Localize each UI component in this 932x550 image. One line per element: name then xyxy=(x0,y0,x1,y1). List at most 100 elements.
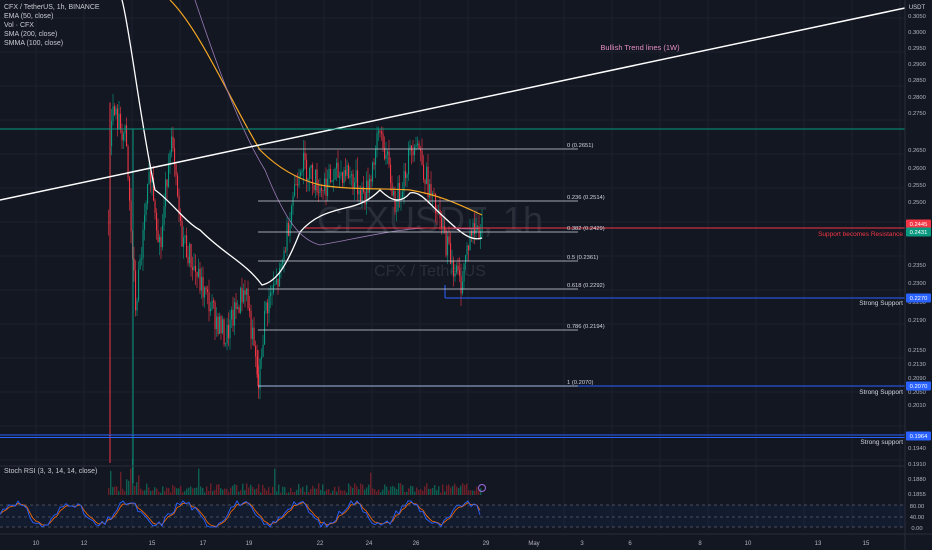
price-tick: 0.2130 xyxy=(908,362,926,368)
date-tick: 6 xyxy=(628,541,632,547)
candle-body xyxy=(442,226,444,228)
volume-bar xyxy=(412,486,414,495)
candle-body xyxy=(220,316,222,334)
volume-bar xyxy=(408,488,410,495)
candle-body xyxy=(411,145,413,151)
candle-body xyxy=(228,324,230,339)
volume-bar xyxy=(242,483,244,495)
fib-label: 0 (0.2651) xyxy=(567,143,593,149)
volume-bar xyxy=(424,486,426,495)
rsi-tick: 0.00 xyxy=(911,526,922,532)
volume-bar xyxy=(254,489,256,495)
candle-body xyxy=(354,182,356,190)
legend-ema[interactable]: EMA (50, close) xyxy=(4,13,54,20)
candle-body xyxy=(337,162,339,178)
volume-bar xyxy=(236,484,238,495)
candle-body xyxy=(342,172,344,184)
support-becomes-resistance-label: Support becomes Resistance xyxy=(818,231,903,238)
legend-smma[interactable]: SMMA (100, close) xyxy=(4,40,64,47)
rsi-band xyxy=(0,505,905,527)
legend-sma[interactable]: SMA (200, close) xyxy=(4,31,58,38)
volume-bar xyxy=(390,486,392,495)
candle-body xyxy=(331,180,333,183)
volume-bar xyxy=(174,486,176,495)
volume-bar xyxy=(210,483,212,495)
candle-body xyxy=(309,168,311,179)
candle-body xyxy=(244,290,246,295)
candle-body xyxy=(238,307,240,313)
price-tick: 0.3050 xyxy=(908,14,926,20)
volume-bar xyxy=(336,491,338,495)
candle-body xyxy=(319,187,321,193)
candle-body xyxy=(136,300,138,311)
price-tick: 0.2600 xyxy=(908,166,926,172)
volume-bar xyxy=(230,487,232,495)
volume-bar xyxy=(478,490,480,495)
volume-bar xyxy=(476,486,478,495)
candle-body xyxy=(450,243,452,264)
price-badge xyxy=(906,293,931,303)
volume-bar xyxy=(272,486,274,495)
candle-body xyxy=(385,154,387,159)
rsi-legend[interactable]: Stoch RSI (3, 3, 14, 14, close) xyxy=(4,468,98,475)
candle-body xyxy=(339,175,341,178)
candle-body xyxy=(465,255,467,264)
volume-bar xyxy=(156,488,158,495)
volume-bar xyxy=(270,492,272,495)
legend-symbol[interactable]: CFX / TetherUS, 1h, BINANCE xyxy=(4,4,100,11)
candle-body xyxy=(214,302,216,330)
candle-body xyxy=(408,149,410,175)
candle-body xyxy=(177,175,179,196)
rsi-tick: 80.00 xyxy=(910,504,925,510)
volume-bar xyxy=(204,492,206,495)
price-tick: 0.2010 xyxy=(908,403,926,409)
volume-bar xyxy=(420,489,422,495)
candle-body xyxy=(456,265,458,273)
price-badge-text: 0.2431 xyxy=(910,230,928,236)
volume-bar xyxy=(158,491,160,495)
volume-bar xyxy=(458,488,460,495)
volume-bar xyxy=(286,492,288,495)
candle-body xyxy=(213,300,215,303)
legend-vol[interactable]: Vol · CFX xyxy=(4,22,34,29)
volume-bar xyxy=(298,484,300,495)
volume-bar xyxy=(380,492,382,495)
candle-body xyxy=(283,250,285,261)
trend-line-group: Bullish Trend lines (1W) xyxy=(0,7,906,201)
volume-bar xyxy=(334,486,336,495)
volume-bar xyxy=(410,485,412,495)
candle-body xyxy=(462,281,464,294)
candle-body xyxy=(112,106,114,121)
date-tick: 12 xyxy=(81,541,88,547)
candle-body xyxy=(336,162,338,169)
trend-line-label: Bullish Trend lines (1W) xyxy=(600,43,680,52)
volume-bar xyxy=(456,486,458,495)
rsi-tick: 40.00 xyxy=(910,515,925,521)
volume-bar xyxy=(448,484,450,495)
volume-bar xyxy=(304,491,306,495)
volume-bar xyxy=(248,487,250,495)
candle-body xyxy=(186,235,188,257)
price-tick: 0.2150 xyxy=(908,348,926,354)
volume-bar xyxy=(120,471,122,495)
candle-body xyxy=(174,148,176,165)
volume-bar xyxy=(438,486,440,495)
date-tick: 13 xyxy=(815,541,822,547)
moving-averages xyxy=(121,0,483,286)
volume-bar xyxy=(244,490,246,495)
candle-body xyxy=(378,130,380,134)
volume-bar xyxy=(356,486,358,495)
candle-body xyxy=(412,150,414,156)
candle-body xyxy=(253,327,255,347)
volume-bar xyxy=(300,488,302,495)
candle-body xyxy=(294,184,296,196)
candle-body xyxy=(210,308,212,312)
volume-bar xyxy=(326,489,328,495)
price-badge-text: 0.2445 xyxy=(910,222,928,228)
date-tick: 10 xyxy=(745,541,752,547)
volume-bar xyxy=(260,492,262,495)
candle-body xyxy=(469,231,471,251)
volume-bar xyxy=(130,468,132,495)
